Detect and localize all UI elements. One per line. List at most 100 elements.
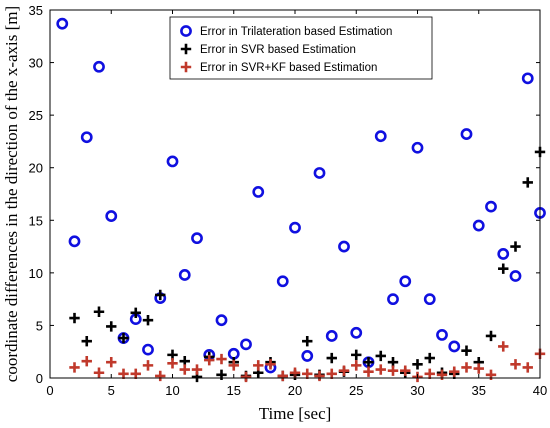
trilateration-point [56, 17, 69, 30]
svr-point [106, 321, 117, 332]
svr-kf-point [314, 370, 325, 382]
y-tick-label: 35 [29, 3, 43, 18]
svr-kf-point [277, 370, 288, 382]
x-tick-label: 40 [533, 383, 547, 398]
svr-kf-point [387, 365, 399, 376]
svr-kf-point [302, 368, 313, 379]
svr-kf-point [424, 368, 435, 379]
legend-marker [180, 43, 192, 55]
svr-kf-point [118, 368, 129, 379]
x-tick-label: 35 [472, 383, 486, 398]
trilateration-point [276, 275, 289, 288]
svr-kf-point [363, 366, 374, 377]
trilateration-point [460, 128, 473, 140]
y-tick-label: 10 [29, 266, 43, 281]
trilateration-point [497, 248, 510, 260]
svr-kf-point [191, 364, 203, 375]
svr-kf-point [155, 370, 166, 382]
svr-kf-point [142, 360, 154, 371]
trilateration-point [338, 240, 350, 253]
trilateration-point [142, 343, 154, 356]
svr-kf-point [167, 358, 178, 369]
data-marks [56, 17, 546, 383]
legend-marker [180, 61, 192, 73]
svr-point [155, 289, 166, 301]
svr-kf-point [265, 359, 276, 370]
trilateration-point [423, 293, 436, 306]
svr-kf-point [522, 362, 533, 373]
x-tick-label: 20 [288, 383, 302, 398]
trilateration-point [252, 185, 265, 198]
svr-kf-point [81, 355, 92, 367]
legend-box [169, 16, 433, 80]
trilateration-point [240, 338, 252, 351]
svr-point [461, 345, 472, 356]
x-tick-label: 5 [108, 383, 115, 398]
trilateration-point [105, 210, 118, 222]
svr-kf-point [228, 360, 239, 371]
trilateration-point [436, 328, 448, 341]
svr-point [93, 306, 105, 317]
x-tick-label: 15 [227, 383, 241, 398]
trilateration-point [325, 330, 338, 342]
y-tick-label: 5 [36, 318, 43, 333]
svr-kf-point [216, 353, 227, 365]
svr-point [498, 263, 509, 274]
svr-point [326, 352, 337, 364]
trilateration-point [166, 155, 179, 168]
y-tick-label: 15 [29, 213, 43, 228]
y-tick-label: 0 [36, 371, 43, 386]
trilateration-point [521, 72, 534, 85]
svr-kf-point [338, 365, 350, 376]
svr-kf-point [461, 362, 472, 373]
legend-marker [180, 25, 192, 37]
y-tick-label: 20 [29, 161, 43, 176]
svr-kf-point [130, 368, 141, 379]
svr-point [485, 330, 497, 342]
svr-point [424, 352, 435, 364]
x-axis-label: Time [sec] [259, 404, 332, 423]
svr-kf-point [69, 362, 80, 373]
x-tick-label: 10 [165, 383, 179, 398]
trilateration-point [350, 326, 363, 339]
trilateration-point [411, 141, 424, 154]
legend-entry-label: Error in SVR based Estimation [200, 44, 356, 56]
svr-kf-point [253, 360, 264, 371]
trilateration-point [485, 200, 497, 213]
y-tick-label: 25 [29, 108, 43, 123]
svr-kf-point [106, 357, 117, 368]
svr-kf-point [375, 364, 386, 375]
svr-point [118, 332, 129, 344]
svr-point [130, 307, 141, 319]
y-tick-label: 30 [29, 56, 43, 71]
svr-point [363, 357, 374, 368]
legend-entry-label: Error in SVR+KF based Estimation [200, 62, 377, 74]
svr-point [522, 177, 533, 188]
svr-kf-point [351, 360, 362, 371]
legend: Error in Trilateration based Estimation E… [169, 16, 433, 80]
trilateration-point [93, 60, 105, 73]
trilateration-point [178, 269, 191, 281]
svr-point [510, 241, 521, 252]
trilateration-point [472, 219, 485, 232]
trilateration-point [509, 270, 522, 282]
trilateration-point [301, 350, 314, 362]
svr-kf-point [498, 341, 509, 352]
trilateration-point [80, 131, 93, 144]
svr-kf-point [93, 367, 105, 378]
svr-point [69, 312, 80, 324]
x-tick-label: 0 [46, 383, 53, 398]
trilateration-point [289, 221, 301, 234]
svr-kf-point [473, 363, 484, 374]
y-axis-label: coordinate differences in the direction … [2, 6, 21, 382]
axis-ticks: 0 5 10 15 20 25 30 35 40 0 5 10 15 20 25 30 35 [29, 3, 548, 398]
svr-point [351, 349, 362, 361]
svr-point [81, 336, 92, 347]
svr-kf-point [510, 359, 521, 370]
trilateration-point [387, 293, 399, 306]
trilateration-point [448, 340, 461, 353]
svr-point [412, 359, 423, 370]
trilateration-point [191, 232, 203, 245]
series-svr-kf [69, 341, 546, 383]
